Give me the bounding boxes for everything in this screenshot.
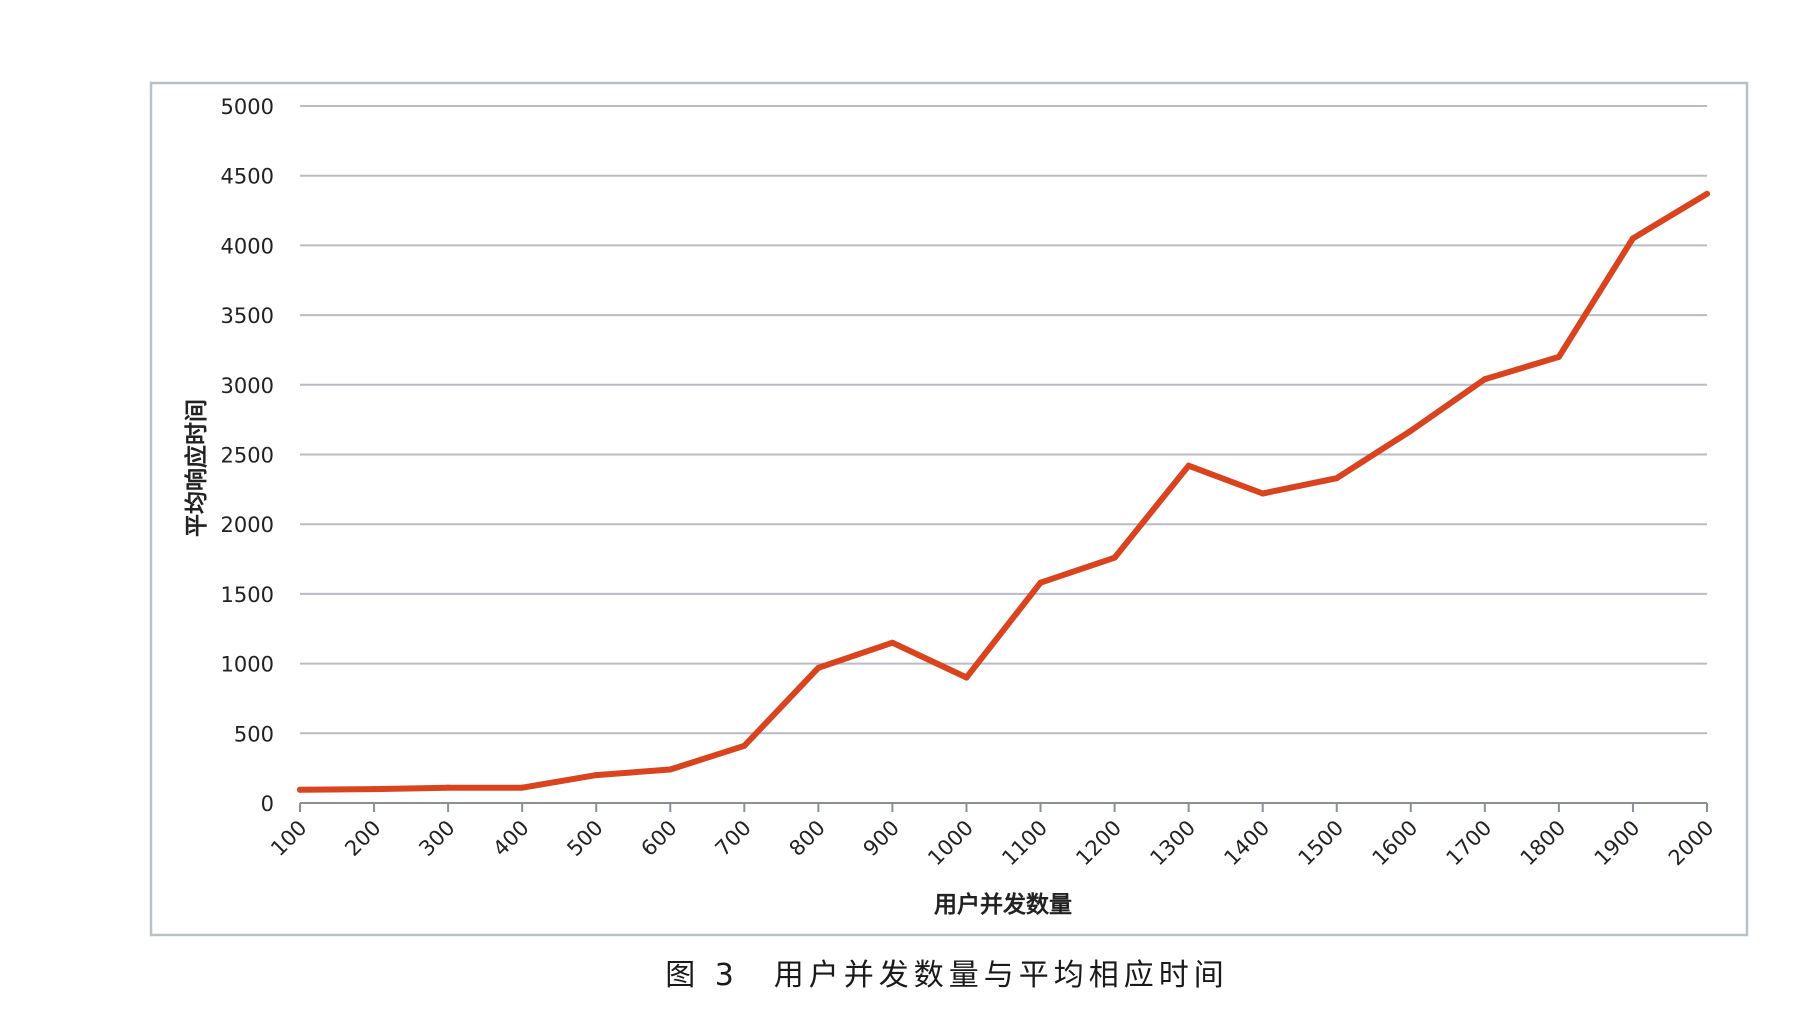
data-point xyxy=(1407,427,1414,434)
y-axis-title: 平均响应时间 xyxy=(183,399,210,537)
x-axis-title: 用户并发数量 xyxy=(934,891,1072,918)
y-tick-label: 0 xyxy=(261,792,274,816)
series-layer xyxy=(297,190,1710,793)
series-line xyxy=(297,190,1710,793)
y-tick-label: 1500 xyxy=(221,583,274,607)
data-point xyxy=(815,664,822,671)
y-tick-label: 2000 xyxy=(221,513,274,537)
chart-frame xyxy=(149,81,1749,937)
y-tick-label: 3000 xyxy=(221,374,274,398)
data-point xyxy=(1704,190,1710,197)
x-axis xyxy=(299,802,1708,812)
data-point xyxy=(1333,475,1340,482)
y-tick-label: 2500 xyxy=(221,444,274,468)
y-tick-label: 500 xyxy=(234,722,274,746)
data-point xyxy=(667,766,674,773)
data-point xyxy=(519,784,526,791)
data-point xyxy=(1629,235,1636,242)
data-point xyxy=(741,742,748,749)
data-point xyxy=(593,772,600,779)
data-point xyxy=(1259,490,1266,497)
y-tick-label: 4000 xyxy=(221,234,274,258)
data-point xyxy=(371,786,378,793)
gridlines xyxy=(300,105,1707,735)
y-tick-labels: 0 500 1000 1500 2000 2500 3000 3500 4000 4500 5000 xyxy=(221,95,274,816)
data-point xyxy=(963,674,970,681)
y-tick-label: 1000 xyxy=(221,653,274,677)
y-tick-label: 3500 xyxy=(221,304,274,328)
data-point xyxy=(1555,353,1562,360)
data-point xyxy=(445,784,452,791)
y-tick-label: 5000 xyxy=(221,95,274,119)
data-point xyxy=(1185,462,1192,469)
data-point xyxy=(889,639,896,646)
data-point xyxy=(1037,579,1044,586)
y-tick-label: 4500 xyxy=(221,165,274,189)
data-point xyxy=(1481,376,1488,383)
data-point xyxy=(1111,554,1118,561)
figure-caption: 图 3 用户并发数量与平均相应时间 xyxy=(665,958,1229,993)
data-point xyxy=(297,786,303,793)
